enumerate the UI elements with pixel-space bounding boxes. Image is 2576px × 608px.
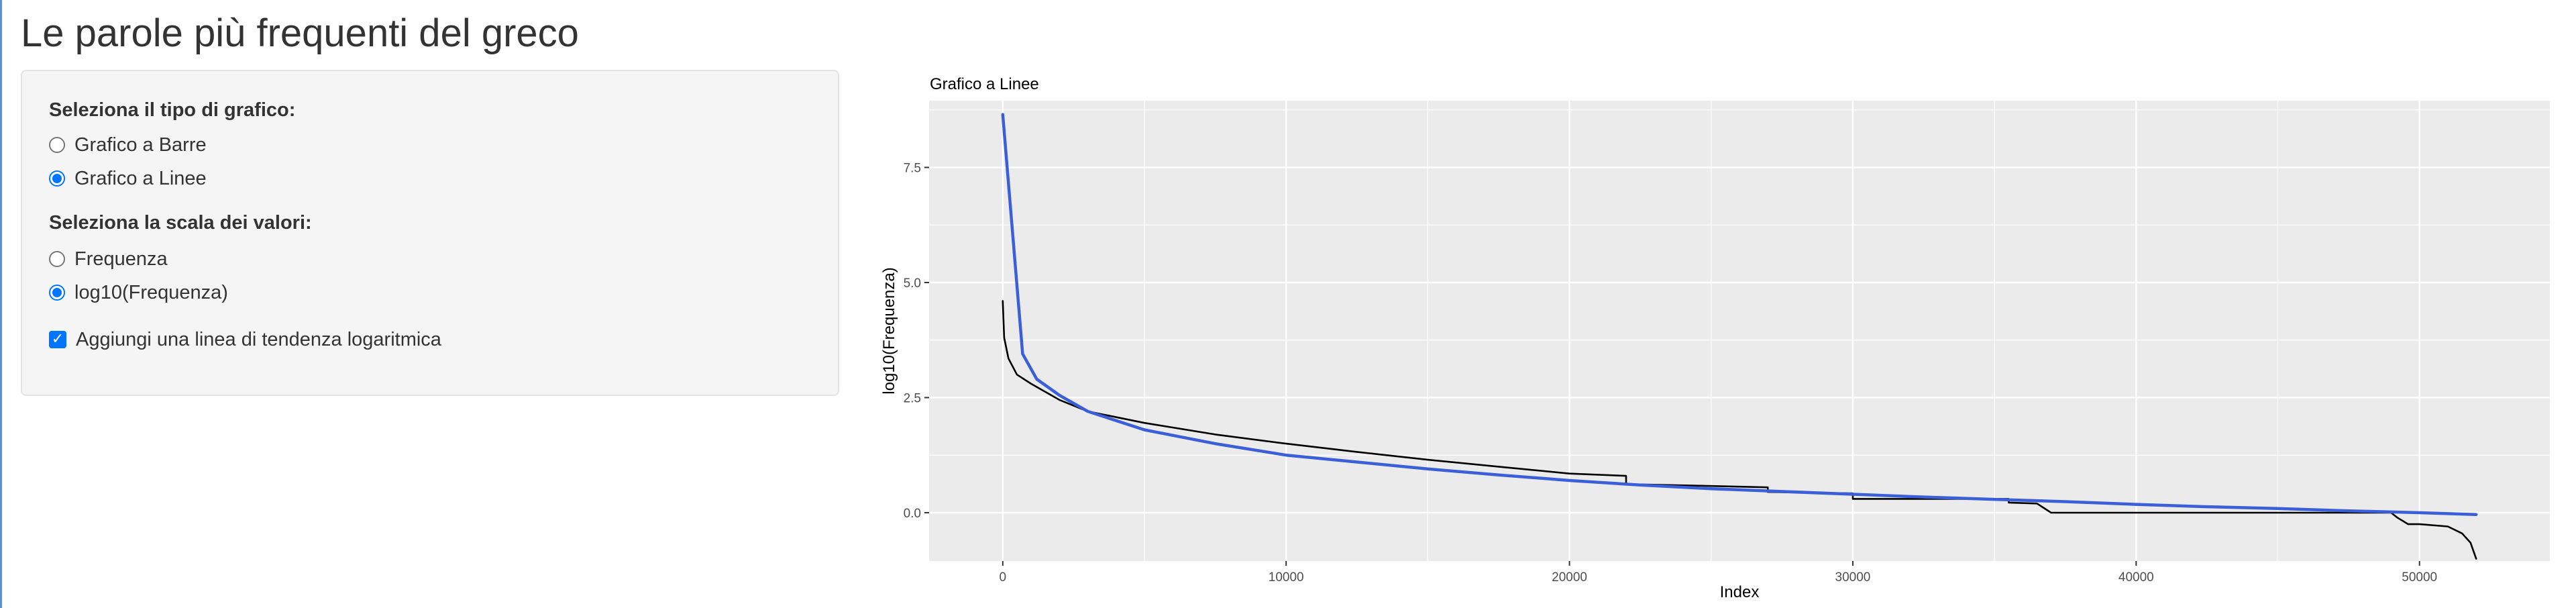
radio-line-chart-input[interactable] [49,170,65,187]
trend-series-line [1001,113,2478,516]
radio-log-frequency-input[interactable] [49,285,65,301]
radio-option-line-chart[interactable]: Grafico a Linee [49,166,207,191]
radio-log-frequency-label[interactable]: log10(Frequenza) [74,281,228,303]
scale-label: Seleziona la scala dei valori: [49,212,312,234]
chart-type-label: Seleziona il tipo di grafico: [49,99,296,121]
trend-line-checkbox[interactable]: ✓ [49,331,66,348]
x-tick-label: 30000 [1835,570,1871,585]
radio-bar-chart-label[interactable]: Grafico a Barre [74,134,207,156]
radio-option-bar-chart[interactable]: Grafico a Barre [49,133,207,157]
x-tick-label: 10000 [1269,570,1304,585]
radio-frequency-input[interactable] [49,251,65,267]
y-axis: 0.0 2.5 5.0 7.5 [904,161,929,521]
x-tick-label: 20000 [1552,570,1587,585]
x-tick-label: 50000 [2402,570,2437,585]
grid-minor [929,101,2550,561]
y-axis-label: log10(Frequenza) [880,267,898,394]
series-layer [1001,113,2478,560]
y-tick-label: 0.0 [904,507,921,521]
radio-option-log-frequency[interactable]: log10(Frequenza) [49,281,228,305]
x-tick-label: 40000 [2118,570,2154,585]
y-tick-label: 7.5 [904,161,921,175]
chart-container: Grafico a Linee 0.0 2.5 5.0 7.5 0 10000 20000… [874,67,2551,604]
radio-frequency-label[interactable]: Frequenza [74,248,168,270]
line-chart: Grafico a Linee 0.0 2.5 5.0 7.5 0 10000 20000… [880,75,2550,601]
chart-title: Grafico a Linee [930,75,1039,93]
trend-line-label[interactable]: Aggiungi una linea di tendenza logaritmi… [76,328,441,350]
y-tick-label: 5.0 [904,276,921,291]
x-axis: 0 10000 20000 30000 40000 50000 [1000,561,2437,585]
grid-major [929,101,2550,561]
x-axis-label: Index [1720,583,1760,601]
page-title: Le parole più frequenti del greco [21,11,579,55]
radio-line-chart-label[interactable]: Grafico a Linee [74,167,207,189]
x-tick-label: 0 [1000,570,1007,585]
radio-option-frequency[interactable]: Frequenza [49,247,168,271]
sidebar-panel: Seleziona il tipo di grafico: Grafico a … [21,70,839,396]
radio-bar-chart-input[interactable] [49,137,65,153]
plot-panel [929,101,2550,561]
trend-line-option[interactable]: ✓ Aggiungi una linea di tendenza logarit… [49,327,441,352]
y-tick-label: 2.5 [904,391,921,405]
